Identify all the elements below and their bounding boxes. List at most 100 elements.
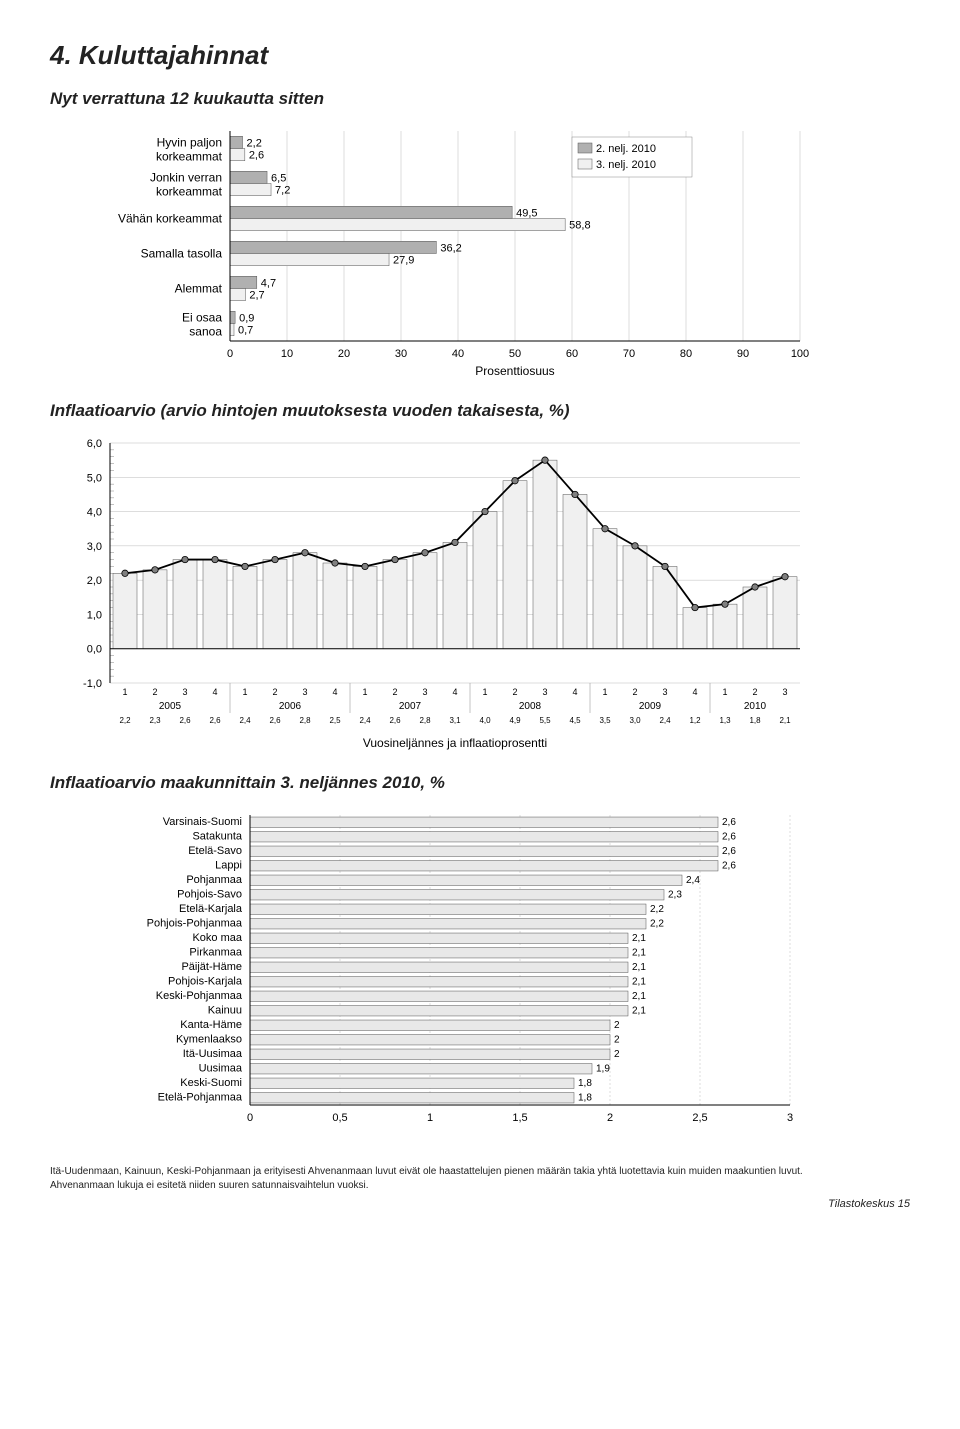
svg-text:3,1: 3,1 — [449, 716, 461, 725]
svg-text:3: 3 — [302, 687, 307, 697]
svg-text:2,0: 2,0 — [87, 575, 102, 587]
hbar-chart: 01020304050607080901002,22,6Hyvin paljon… — [50, 121, 910, 381]
svg-text:2,7: 2,7 — [249, 290, 264, 302]
svg-text:2,5: 2,5 — [329, 716, 341, 725]
svg-text:Pirkanmaa: Pirkanmaa — [189, 946, 242, 958]
svg-text:3: 3 — [182, 687, 187, 697]
svg-text:1,9: 1,9 — [596, 1063, 610, 1074]
svg-text:10: 10 — [281, 348, 293, 360]
svg-text:27,9: 27,9 — [393, 255, 414, 267]
svg-text:5,0: 5,0 — [87, 472, 102, 484]
svg-text:2009: 2009 — [639, 701, 662, 712]
svg-text:2,6: 2,6 — [249, 150, 264, 162]
svg-text:3: 3 — [542, 687, 547, 697]
svg-text:4: 4 — [452, 687, 457, 697]
svg-text:1,2: 1,2 — [689, 716, 701, 725]
svg-text:Prosenttiosuus: Prosenttiosuus — [475, 364, 554, 378]
svg-text:2,8: 2,8 — [419, 716, 431, 725]
svg-text:Kanta-Häme: Kanta-Häme — [180, 1019, 242, 1031]
svg-text:2: 2 — [512, 687, 517, 697]
svg-text:0: 0 — [247, 1112, 253, 1124]
svg-text:2,2: 2,2 — [247, 137, 262, 149]
svg-text:3. nelj. 2010: 3. nelj. 2010 — [596, 159, 656, 171]
svg-text:Itä-Uusimaa: Itä-Uusimaa — [183, 1048, 243, 1060]
svg-text:4,7: 4,7 — [261, 277, 276, 289]
svg-text:2006: 2006 — [279, 701, 302, 712]
svg-text:50: 50 — [509, 348, 521, 360]
svg-text:2,6: 2,6 — [269, 716, 281, 725]
svg-text:Hyvin paljon: Hyvin paljon — [157, 136, 222, 150]
svg-text:1,5: 1,5 — [512, 1112, 527, 1124]
svg-text:2,3: 2,3 — [149, 716, 161, 725]
svg-text:20: 20 — [338, 348, 350, 360]
svg-text:58,8: 58,8 — [569, 220, 590, 232]
svg-text:1,8: 1,8 — [749, 716, 761, 725]
svg-text:49,5: 49,5 — [516, 207, 537, 219]
svg-text:4: 4 — [332, 687, 337, 697]
svg-text:2,6: 2,6 — [179, 716, 191, 725]
svg-text:3,0: 3,0 — [629, 716, 641, 725]
svg-text:2: 2 — [152, 687, 157, 697]
page-footer: Tilastokeskus 15 — [50, 1198, 910, 1210]
svg-text:Päijät-Häme: Päijät-Häme — [181, 961, 242, 973]
svg-text:2: 2 — [632, 687, 637, 697]
svg-text:2,8: 2,8 — [299, 716, 311, 725]
svg-text:4,0: 4,0 — [87, 507, 102, 519]
svg-text:0,9: 0,9 — [239, 312, 254, 324]
svg-text:4: 4 — [572, 687, 577, 697]
svg-text:2,1: 2,1 — [632, 1005, 646, 1016]
svg-text:3,5: 3,5 — [599, 716, 611, 725]
svg-text:2,1: 2,1 — [632, 933, 646, 944]
svg-text:2,1: 2,1 — [632, 976, 646, 987]
section-title: 4. Kuluttajahinnat — [50, 40, 910, 71]
svg-text:1: 1 — [722, 687, 727, 697]
svg-text:Uusimaa: Uusimaa — [199, 1062, 243, 1074]
svg-text:70: 70 — [623, 348, 635, 360]
svg-text:6,0: 6,0 — [87, 438, 102, 450]
svg-text:Pohjois-Karjala: Pohjois-Karjala — [168, 975, 243, 987]
svg-text:Jonkin verran: Jonkin verran — [150, 171, 222, 185]
svg-text:1,8: 1,8 — [578, 1092, 592, 1103]
svg-text:Ei osaa: Ei osaa — [182, 311, 222, 325]
svg-text:Pohjanmaa: Pohjanmaa — [186, 874, 243, 886]
svg-text:Vuosineljännes ja inflaatiopro: Vuosineljännes ja inflaatioprosentti — [363, 736, 547, 750]
svg-text:6,5: 6,5 — [271, 172, 286, 184]
svg-text:2: 2 — [614, 1034, 620, 1045]
svg-text:2,3: 2,3 — [668, 889, 682, 900]
svg-text:2. nelj. 2010: 2. nelj. 2010 — [596, 143, 656, 155]
svg-text:Alemmat: Alemmat — [175, 282, 223, 296]
svg-text:Etelä-Pohjanmaa: Etelä-Pohjanmaa — [158, 1091, 243, 1103]
svg-text:Pohjois-Pohjanmaa: Pohjois-Pohjanmaa — [147, 917, 243, 929]
svg-text:2,1: 2,1 — [632, 962, 646, 973]
linebar-subtitle: Inflaatioarvio (arvio hintojen muutokses… — [50, 401, 910, 421]
svg-text:3: 3 — [662, 687, 667, 697]
svg-text:Satakunta: Satakunta — [192, 830, 242, 842]
svg-text:2,6: 2,6 — [722, 860, 736, 871]
svg-text:2: 2 — [752, 687, 757, 697]
svg-text:2,6: 2,6 — [722, 846, 736, 857]
svg-text:2,4: 2,4 — [659, 716, 671, 725]
footnote: Itä-Uudenmaan, Kainuun, Keski-Pohjanmaan… — [50, 1165, 910, 1192]
svg-text:korkeammat: korkeammat — [156, 185, 223, 199]
svg-text:80: 80 — [680, 348, 692, 360]
svg-text:1: 1 — [362, 687, 367, 697]
svg-text:3: 3 — [787, 1112, 793, 1124]
svg-text:1: 1 — [122, 687, 127, 697]
svg-text:1: 1 — [602, 687, 607, 697]
svg-text:Vähän korkeammat: Vähän korkeammat — [118, 212, 223, 226]
footer-text: Tilastokeskus 15 — [828, 1198, 910, 1210]
svg-text:2,4: 2,4 — [359, 716, 371, 725]
svg-text:30: 30 — [395, 348, 407, 360]
svg-text:2: 2 — [614, 1020, 620, 1031]
svg-text:2: 2 — [392, 687, 397, 697]
svg-text:2,1: 2,1 — [632, 947, 646, 958]
svg-text:3,0: 3,0 — [87, 541, 102, 553]
svg-text:1,0: 1,0 — [87, 609, 102, 621]
svg-text:4,0: 4,0 — [479, 716, 491, 725]
svg-text:2,4: 2,4 — [686, 875, 700, 886]
svg-text:2,6: 2,6 — [389, 716, 401, 725]
svg-text:Etelä-Karjala: Etelä-Karjala — [179, 903, 243, 915]
svg-text:2: 2 — [272, 687, 277, 697]
svg-text:4,5: 4,5 — [569, 716, 581, 725]
footnote-line-2: Ahvenanmaan lukuja ei esitetä niiden suu… — [50, 1180, 369, 1191]
